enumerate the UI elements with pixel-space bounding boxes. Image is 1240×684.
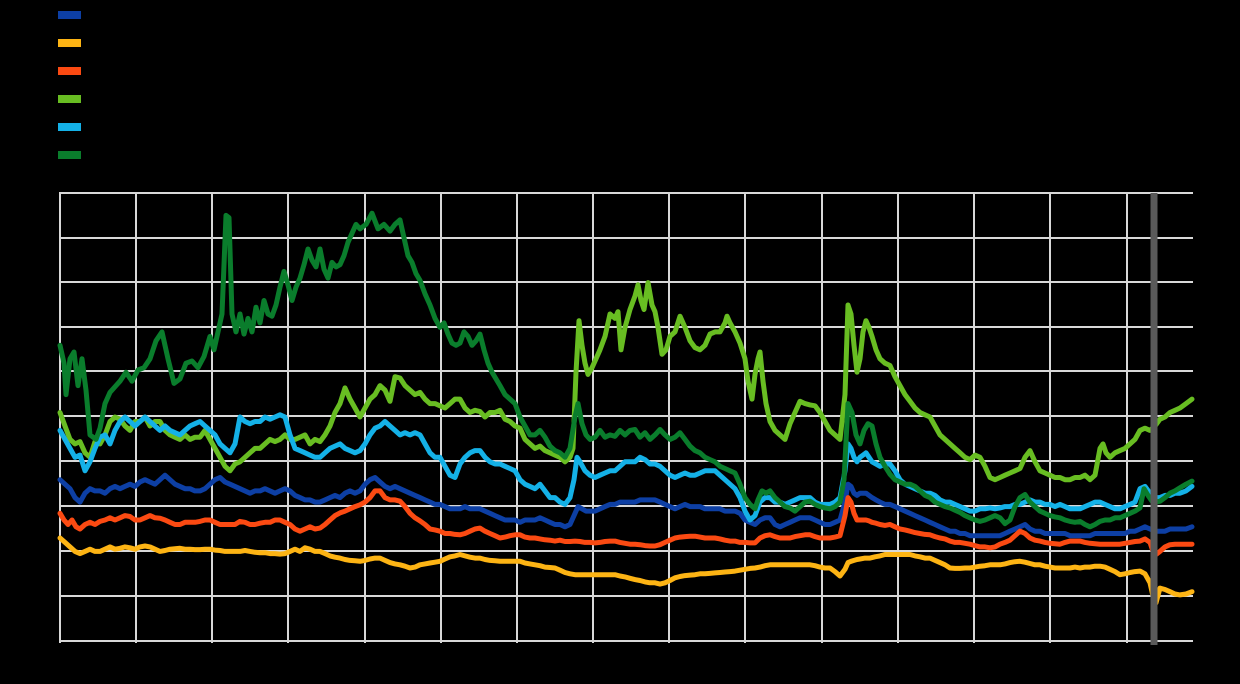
legend-item-series-amber[interactable] xyxy=(58,39,81,47)
series-line-light-green xyxy=(57,280,1195,483)
legend-item-series-orange[interactable] xyxy=(58,67,81,75)
series-line-navy xyxy=(57,472,1195,539)
series-line-amber xyxy=(57,535,1195,606)
legend-swatch-series-dark-green xyxy=(58,151,81,159)
legend-item-series-dark-green[interactable] xyxy=(58,151,81,159)
legend-item-series-navy[interactable] xyxy=(58,11,81,19)
series-line-dark-green xyxy=(57,210,1195,530)
series-line-cyan xyxy=(57,412,1195,523)
legend-swatch-series-light-green xyxy=(58,95,81,103)
series-line-orange xyxy=(57,488,1195,557)
legend-item-series-light-green[interactable] xyxy=(58,95,81,103)
legend-swatch-series-cyan xyxy=(58,123,81,131)
legend-swatch-series-amber xyxy=(58,39,81,47)
legend-swatch-series-orange xyxy=(58,67,81,75)
legend-swatch-series-navy xyxy=(58,11,81,19)
legend-item-series-cyan[interactable] xyxy=(58,123,81,131)
position-marker-line xyxy=(1150,193,1158,645)
